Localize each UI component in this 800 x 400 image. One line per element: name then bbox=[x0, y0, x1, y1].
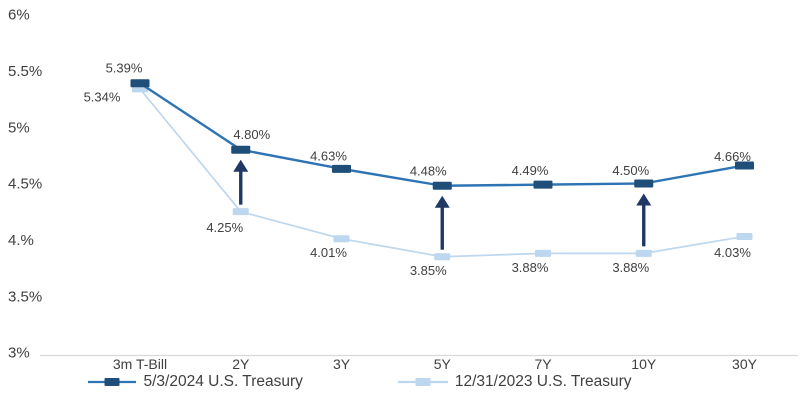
data-point-label: 4.01% bbox=[310, 245, 347, 260]
y-axis-tick-label: 4.5% bbox=[8, 176, 42, 193]
legend-label-2024-treasury: 5/3/2024 U.S. Treasury bbox=[143, 373, 303, 391]
chart-legend: 5/3/2024 U.S. Treasury 12/31/2023 U.S. T… bbox=[0, 374, 800, 390]
data-point-label: 4.03% bbox=[714, 245, 751, 260]
data-point-label: 4.63% bbox=[310, 148, 347, 163]
data-point-label: 5.39% bbox=[106, 61, 143, 76]
y-axis-tick-label: 3% bbox=[8, 345, 30, 362]
legend-item-2024-treasury: 5/3/2024 U.S. Treasury bbox=[88, 373, 303, 391]
y-axis-tick-label: 4.% bbox=[8, 232, 34, 249]
data-point-marker bbox=[231, 145, 251, 154]
data-point-label: 5.34% bbox=[84, 89, 121, 104]
data-point-marker bbox=[736, 232, 753, 240]
up-arrow bbox=[636, 193, 652, 247]
data-point-label: 4.66% bbox=[714, 149, 751, 164]
data-point-label: 3.88% bbox=[512, 260, 549, 275]
data-point-marker bbox=[232, 208, 249, 216]
legend-line-marker-2024-icon bbox=[88, 378, 137, 386]
data-point-label: 4.48% bbox=[410, 163, 447, 178]
data-point-label: 4.50% bbox=[612, 163, 649, 178]
data-point-label: 3.88% bbox=[612, 260, 649, 275]
x-axis-category-label: 30Y bbox=[732, 356, 758, 372]
x-axis-category-label: 3m T-Bill bbox=[113, 356, 167, 372]
data-point-marker bbox=[535, 249, 551, 257]
data-point-marker bbox=[332, 164, 351, 173]
x-axis-category-label: 2Y bbox=[232, 356, 250, 372]
x-axis-category-label: 10Y bbox=[631, 356, 657, 372]
x-axis-category-label: 3Y bbox=[333, 356, 351, 372]
data-point-marker bbox=[533, 180, 553, 189]
yield-curve-chart: 6% 5.5% 5% 4.5% 4.% 3.5% 3% 3m T-Bill 2Y 3Y 5Y 7Y 10… bbox=[8, 7, 798, 372]
data-point-label: 4.80% bbox=[233, 127, 270, 142]
data-point-label: 3.85% bbox=[410, 263, 447, 278]
data-point-marker bbox=[432, 181, 452, 190]
y-axis-tick-label: 3.5% bbox=[8, 288, 42, 305]
y-axis-tick-label: 6% bbox=[8, 7, 30, 24]
data-point-marker bbox=[333, 235, 350, 243]
legend-label-2023-treasury: 12/31/2023 U.S. Treasury bbox=[454, 373, 632, 391]
data-point-marker bbox=[634, 179, 654, 188]
data-point-marker bbox=[130, 79, 150, 88]
up-arrow bbox=[434, 195, 450, 250]
y-axis-tick-label: 5% bbox=[8, 119, 30, 136]
data-point-marker bbox=[434, 253, 451, 261]
data-point-marker bbox=[635, 249, 652, 257]
data-point-marker bbox=[735, 161, 754, 170]
x-axis-category-label: 7Y bbox=[534, 356, 552, 372]
data-point-label: 4.49% bbox=[512, 163, 549, 178]
legend-item-2023-treasury: 12/31/2023 U.S. Treasury bbox=[397, 373, 632, 391]
legend-line-marker-2023-icon bbox=[397, 378, 448, 386]
y-axis-tick-label: 5.5% bbox=[8, 63, 42, 80]
x-axis-category-label: 5Y bbox=[434, 356, 452, 372]
up-arrow bbox=[233, 159, 249, 205]
data-point-label: 4.25% bbox=[206, 220, 243, 235]
